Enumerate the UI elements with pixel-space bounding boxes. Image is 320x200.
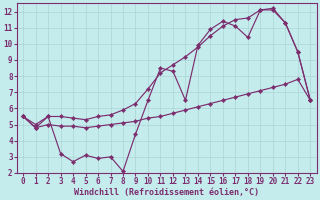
- X-axis label: Windchill (Refroidissement éolien,°C): Windchill (Refroidissement éolien,°C): [74, 188, 259, 197]
